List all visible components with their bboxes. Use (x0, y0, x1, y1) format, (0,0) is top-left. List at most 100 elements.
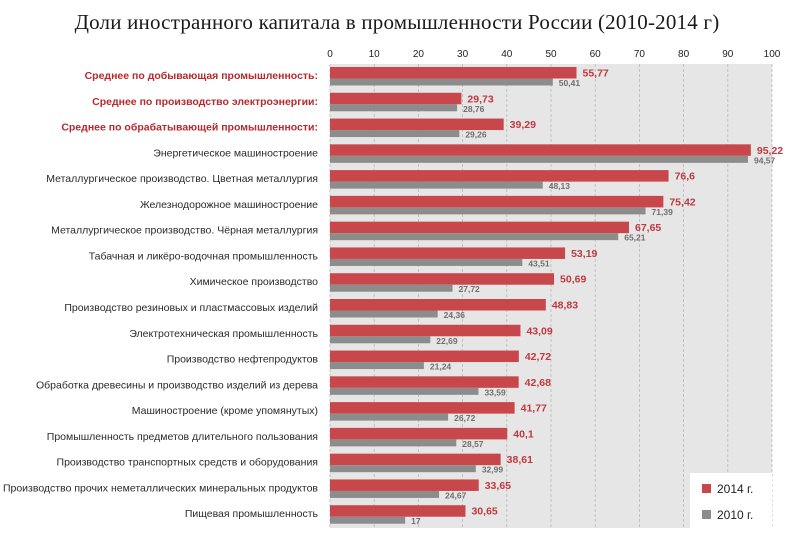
x-tick-label: 40 (501, 49, 513, 60)
category-label: Обработка древесины и производство издел… (36, 379, 318, 391)
bar-2014 (330, 402, 515, 414)
category-label: Пищевая промышленность (185, 508, 319, 520)
value-label-2014: 55,77 (583, 68, 609, 80)
value-label-2014: 29,73 (467, 93, 493, 105)
bar-2010 (330, 78, 553, 86)
bar-2014 (330, 299, 546, 311)
bar-2014 (330, 427, 508, 440)
bar-2014 (330, 170, 669, 182)
bar-2010 (330, 258, 523, 266)
value-label-2014: 41,77 (521, 403, 547, 415)
value-label-2010: 48,13 (549, 181, 571, 191)
category-label: Энергетическое машиностроение (153, 147, 318, 159)
value-label-2010: 33,59 (484, 387, 506, 397)
value-label-2010: 65,21 (624, 233, 646, 243)
value-label-2014: 48,83 (552, 300, 578, 312)
legend-label-2010: 2010 г. (717, 508, 753, 522)
value-label-2010: 28,76 (463, 104, 485, 114)
value-label-2014: 53,19 (571, 248, 597, 260)
category-label: Табачная и ликёро-водочная промышленност… (89, 250, 319, 262)
bar-2014 (330, 144, 751, 156)
bar-2014 (330, 247, 566, 259)
category-label: Химическое производство (190, 276, 319, 288)
bar-2014 (330, 479, 479, 491)
value-label-2014: 67,65 (635, 222, 661, 234)
x-tick-label: 70 (634, 49, 646, 60)
value-label-2014: 76,6 (675, 171, 696, 183)
x-tick-label: 100 (764, 49, 781, 60)
x-tick-label: 10 (369, 49, 381, 60)
chart-title: Доли иностранного капитала в промышленно… (74, 10, 720, 34)
value-label-2010: 17 (411, 516, 421, 526)
category-label: Производство нефтепродуктов (167, 354, 319, 366)
value-label-2014: 75,42 (669, 196, 695, 208)
bar-2010 (330, 310, 438, 318)
bar-2010 (330, 413, 449, 421)
value-label-2010: 21,24 (430, 362, 452, 372)
bar-2014 (330, 324, 521, 337)
bar-2010 (330, 207, 646, 215)
bar-2010 (330, 155, 748, 163)
bar-2010 (330, 336, 431, 344)
category-label: Среднее по обрабатывающей промышленности… (61, 122, 318, 134)
category-label: Производство транспортных средств и обор… (57, 457, 318, 469)
value-label-2010: 24,67 (445, 490, 467, 500)
bar-2014 (330, 92, 462, 105)
legend-label-2014: 2014 г. (717, 482, 753, 496)
bar-2010 (330, 465, 476, 473)
value-label-2014: 38,61 (507, 454, 533, 466)
category-label: Производство прочих неметаллических мине… (3, 482, 318, 494)
bar-2014 (330, 273, 555, 285)
bar-2010 (330, 490, 440, 498)
value-label-2010: 22,69 (436, 336, 458, 346)
bar-2010 (330, 362, 424, 370)
bar-2014 (330, 376, 519, 388)
value-label-2014: 33,65 (485, 480, 511, 492)
category-label: Производство резиновых и пластмассовых и… (64, 302, 318, 314)
bar-2014 (330, 350, 519, 363)
x-tick-label: 50 (545, 49, 557, 60)
bar-2014 (330, 505, 466, 517)
category-label: Среднее по добывающая промышленность: (85, 70, 318, 82)
value-label-2010: 29,26 (465, 130, 487, 140)
value-label-2010: 71,39 (652, 207, 674, 217)
bar-2010 (330, 181, 543, 189)
bar-2010 (330, 387, 479, 395)
bar-2010 (330, 439, 457, 447)
x-tick-label: 20 (413, 49, 425, 60)
category-label: Среднее по производство электроэнергии: (92, 96, 318, 108)
bar-2014 (330, 221, 630, 234)
value-label-2014: 30,65 (471, 506, 497, 518)
category-label: Промышленность предметов длительного пол… (47, 431, 318, 443)
bar-2010 (330, 516, 406, 524)
value-label-2014: 42,72 (525, 351, 551, 363)
value-label-2010: 50,41 (559, 78, 581, 88)
x-tick-label: 60 (590, 49, 602, 60)
value-label-2014: 50,69 (560, 274, 586, 286)
x-tick-label: 90 (722, 49, 734, 60)
value-label-2014: 43,09 (526, 325, 552, 337)
value-label-2010: 26,72 (454, 413, 476, 423)
value-label-2010: 27,72 (459, 284, 481, 294)
legend-swatch-2010 (702, 510, 711, 519)
category-label: Металлургическое производство. Чёрная ме… (51, 225, 318, 237)
value-label-2010: 24,36 (444, 310, 466, 320)
value-label-2010: 32,99 (482, 465, 504, 475)
value-label-2010: 94,57 (754, 155, 776, 165)
x-tick-label: 0 (327, 49, 333, 60)
value-label-2014: 95,22 (757, 145, 783, 157)
category-label: Железнодорожное машиностроение (140, 199, 318, 211)
category-label: Машиностроение (кроме упомянутых) (132, 405, 318, 417)
legend-swatch-2014 (702, 484, 711, 493)
value-label-2010: 28,57 (462, 439, 484, 449)
bar-2014 (330, 195, 664, 208)
value-label-2010: 43,51 (528, 258, 550, 268)
bar-2010 (330, 284, 453, 292)
value-label-2014: 39,29 (510, 119, 536, 131)
bar-2010 (330, 104, 458, 112)
x-tick-label: 30 (457, 49, 469, 60)
value-label-2014: 42,68 (525, 377, 551, 389)
value-label-2014: 40,1 (513, 428, 534, 440)
x-tick-label: 80 (678, 49, 690, 60)
